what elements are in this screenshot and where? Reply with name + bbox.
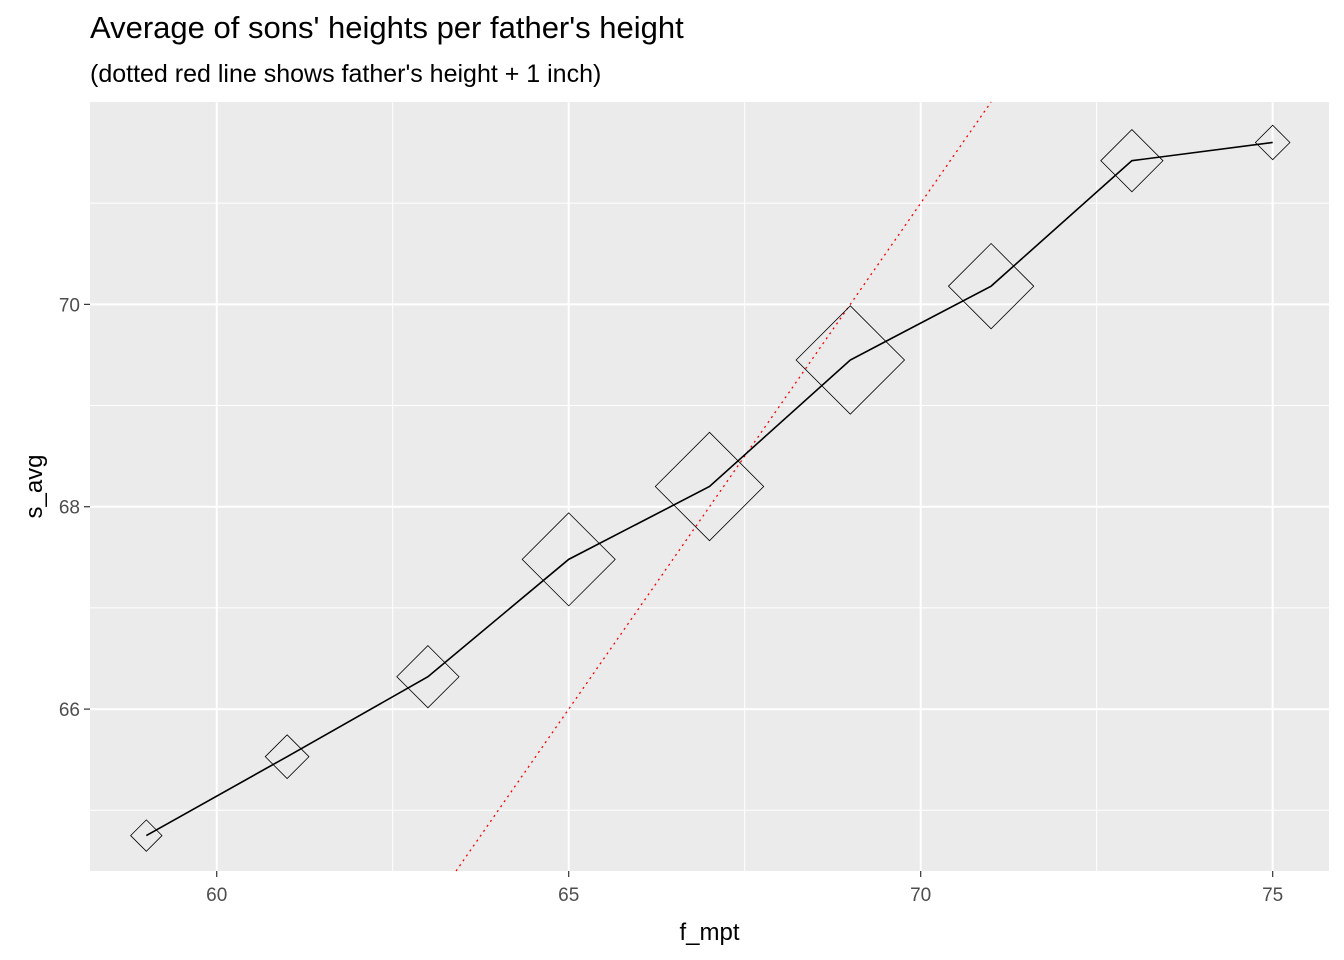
data-point: [264, 734, 310, 780]
y-tick-label: 70: [59, 295, 80, 316]
series-line: [145, 141, 1273, 837]
reference-line: [455, 101, 992, 872]
x-tick-label: 65: [558, 885, 579, 906]
data-point: [654, 431, 765, 542]
minor-gridlines: [90, 102, 1329, 871]
major-gridlines: [90, 102, 1329, 871]
data-point: [947, 242, 1035, 330]
x-tick-label: 70: [910, 885, 931, 906]
x-tick-label: 60: [206, 885, 227, 906]
y-axis-title: s_avg: [21, 454, 48, 518]
x-axis: 60 65 70 75: [206, 871, 1283, 906]
data-point: [521, 512, 616, 607]
data-point: [1100, 129, 1164, 193]
reference-line-group: [455, 101, 992, 872]
chart-title: Average of sons' heights per father's he…: [90, 10, 684, 45]
x-axis-title: f_mpt: [679, 919, 739, 946]
x-tick-label: 75: [1262, 885, 1283, 906]
data-point: [130, 819, 163, 852]
chart-subtitle: (dotted red line shows father's height +…: [90, 60, 602, 88]
y-tick-label: 68: [59, 498, 80, 519]
data-point: [1254, 124, 1291, 161]
y-axis: 66 68 70: [59, 295, 90, 721]
data-point: [396, 645, 460, 709]
data-point: [795, 305, 906, 415]
data-points: [130, 124, 1291, 852]
series-line-group: [145, 141, 1273, 837]
y-tick-label: 66: [59, 700, 80, 721]
